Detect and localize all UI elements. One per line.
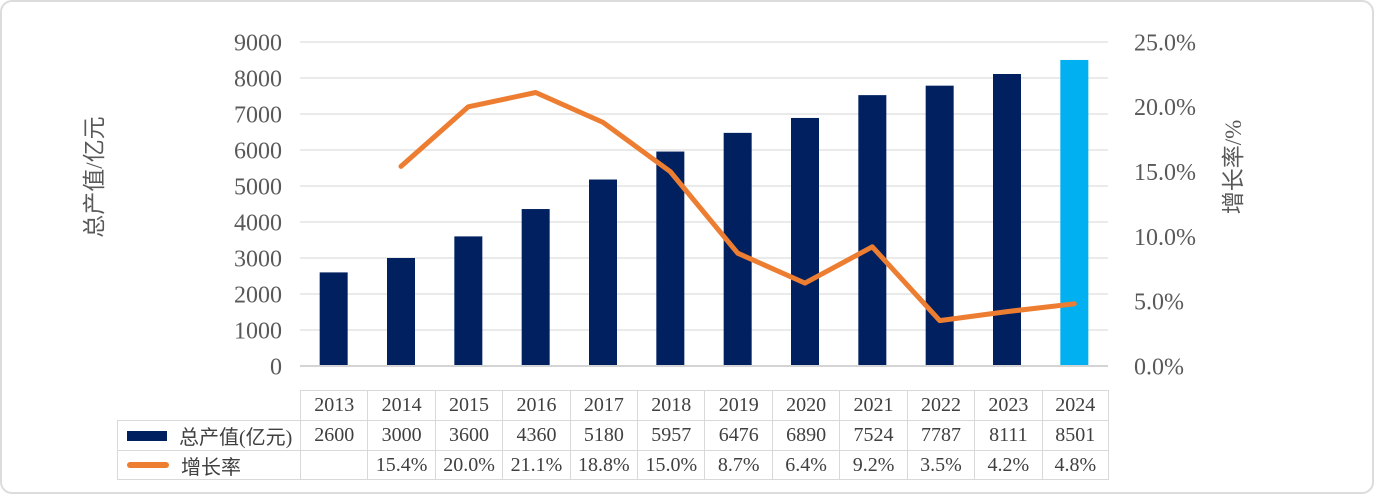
table-year-2019: 2019 (704, 390, 772, 420)
right-axis-tick-20.0%: 20.0% (1134, 95, 1196, 121)
table-output-2023: 8111 (974, 420, 1042, 450)
table-output-2014: 3000 (367, 420, 435, 450)
growth-rate-line (398, 90, 1077, 324)
left-axis-title: 总产值/亿元 (82, 116, 107, 237)
right-axis-title: 增长率/% (1221, 120, 1246, 215)
bar-2013 (319, 272, 348, 366)
table-year-2023: 2023 (974, 390, 1042, 420)
table-year-2017: 2017 (569, 390, 638, 420)
table-growth-2018: 15.0% (637, 450, 705, 480)
legend-item-output: 总产值(亿元) (117, 420, 300, 450)
table-growth-2015: 20.0% (434, 450, 503, 480)
table-growth-2014: 15.4% (367, 450, 435, 480)
table-growth-2016: 21.1% (502, 450, 570, 480)
right-axis-tick-5.0%: 5.0% (1134, 290, 1184, 316)
table-output-2022: 7787 (906, 420, 975, 450)
left-axis-tick-2000: 2000 (234, 282, 282, 308)
right-axis-tick-0.0%: 0.0% (1134, 354, 1184, 380)
left-axis-tick-7000: 7000 (234, 102, 282, 128)
table-growth-2022: 3.5% (906, 450, 975, 480)
chart-data-table: 2013 2014 2015 2016 2017 2018 2019 2020 2021 2022… (117, 390, 1109, 480)
table-output-2020: 6890 (771, 420, 840, 450)
gridlines (300, 41, 1108, 331)
left-axis-tick-6000: 6000 (234, 138, 282, 164)
left-axis-tick-9000: 9000 (234, 30, 282, 56)
bar-2014 (387, 258, 415, 366)
table-output-2015: 3600 (434, 420, 503, 450)
left-axis-tick-4000: 4000 (234, 210, 282, 236)
table-output-2016: 4360 (502, 420, 570, 450)
bar-2020 (791, 117, 819, 367)
table-growth-2017: 18.8% (569, 450, 638, 480)
table-growth-2023: 4.2% (974, 450, 1042, 480)
legend-bar-swatch-icon (127, 430, 167, 441)
right-axis-tick-25.0%: 25.0% (1134, 30, 1196, 56)
combo-chart-canvas: 0 1000 2000 3000 4000 5000 6000 7000 8000 9000 0.… (82, 30, 1246, 380)
right-axis-tick-15.0%: 15.0% (1134, 160, 1196, 186)
bar-2024 (1060, 59, 1089, 367)
table-year-2015: 2015 (434, 390, 503, 420)
left-axis-tick-0: 0 (270, 354, 282, 380)
table-corner-spacer (117, 390, 300, 420)
table-year-2020: 2020 (771, 390, 840, 420)
table-output-2017: 5180 (569, 420, 638, 450)
table-growth-2021: 9.2% (839, 450, 907, 480)
table-year-2013: 2013 (300, 390, 368, 420)
left-axis-tick-1000: 1000 (234, 318, 282, 344)
legend-line-swatch-icon (127, 462, 169, 468)
left-axis-tick-3000: 3000 (234, 246, 282, 272)
bar-2017 (589, 179, 617, 366)
table-growth-2024: 4.8% (1041, 450, 1109, 480)
table-growth-2013 (300, 450, 368, 480)
table-output-2024: 8501 (1041, 420, 1109, 450)
table-growth-2019: 8.7% (704, 450, 772, 480)
left-axis-tick-5000: 5000 (234, 174, 282, 200)
left-axis-tick-8000: 8000 (234, 66, 282, 92)
table-output-2019: 6476 (704, 420, 772, 450)
table-year-2021: 2021 (839, 390, 907, 420)
legend-growth-label: 增长率 (181, 456, 241, 479)
table-year-2018: 2018 (637, 390, 705, 420)
legend-item-growth: 增长率 (117, 450, 300, 480)
bar-2016 (521, 209, 550, 366)
table-year-2014: 2014 (367, 390, 435, 420)
right-axis-tick-10.0%: 10.0% (1134, 225, 1196, 251)
table-output-2021: 7524 (839, 420, 907, 450)
table-year-2022: 2022 (906, 390, 975, 420)
right-axis-ticks: 0.0% 5.0% 10.0% 15.0% 20.0% 25.0% (1134, 30, 1196, 380)
table-year-2016: 2016 (502, 390, 570, 420)
legend-output-label: 总产值(亿元) (179, 427, 293, 449)
bar-2021 (858, 95, 887, 367)
left-axis-ticks: 0 1000 2000 3000 4000 5000 6000 7000 8000 9000 (234, 30, 282, 380)
table-year-2024: 2024 (1041, 390, 1109, 420)
bar-2018 (656, 151, 685, 366)
bar-2023 (993, 74, 1021, 366)
table-growth-2020: 6.4% (771, 450, 840, 480)
bar-2022 (925, 85, 954, 366)
bar-2015 (454, 236, 483, 366)
table-output-2013: 2600 (300, 420, 368, 450)
table-output-2018: 5957 (637, 420, 705, 450)
